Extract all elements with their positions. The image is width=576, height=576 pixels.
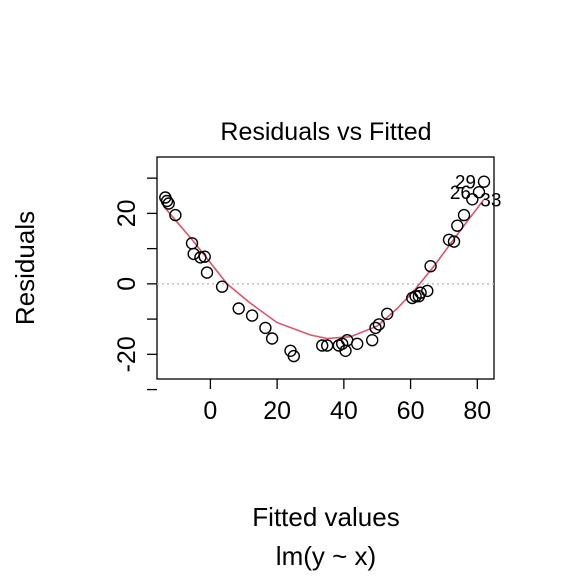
data-point [215,280,229,293]
data-point [424,260,437,273]
data-point [447,235,461,248]
data-point [381,307,394,320]
data-point [316,339,329,352]
x-tick-label: 40 [330,397,358,425]
data-point [466,193,479,206]
data-point [457,208,471,222]
data-point [245,309,259,322]
data-point [187,247,200,261]
data-point [259,321,272,335]
data-point [451,219,464,232]
y-tick-label: 0 [113,277,141,291]
x-tick-label: 80 [463,397,491,425]
data-point [198,250,211,263]
chart-title: Residuals vs Fitted [220,118,431,146]
data-point [472,185,486,199]
y-tick-label: -20 [113,336,141,372]
data-point [162,197,175,210]
data-point [372,318,386,331]
data-point [160,194,174,208]
plot-box [156,156,495,380]
y-tick-label: 20 [113,199,141,227]
smooth-line [163,198,485,340]
x-tick-label: 60 [397,397,425,425]
x-axis: 0 20 40 60 80 [203,379,491,425]
data-point [366,334,379,347]
data-point [287,349,300,363]
point-label: 29 [455,173,476,194]
point-label: 33 [480,190,501,211]
x-axis-label: Fitted values [252,502,399,532]
data-point [421,284,434,298]
data-point [351,337,364,350]
data-point [442,233,456,247]
y-axis-label: Residuals [10,211,40,325]
data-point [232,302,245,315]
data-point [200,266,214,279]
data-point [369,321,382,335]
x-tick-label: 0 [203,397,217,425]
data-point [169,208,182,222]
data-point [194,251,207,264]
x-axis-sublabel: lm(y ~ x) [276,541,376,571]
point-label: 26 [450,183,471,204]
data-point [414,286,427,299]
x-tick-label: 20 [263,397,291,425]
data-point [477,175,491,188]
data-point [265,332,279,345]
y-axis: -20 0 20 [113,177,157,391]
points [159,175,491,363]
